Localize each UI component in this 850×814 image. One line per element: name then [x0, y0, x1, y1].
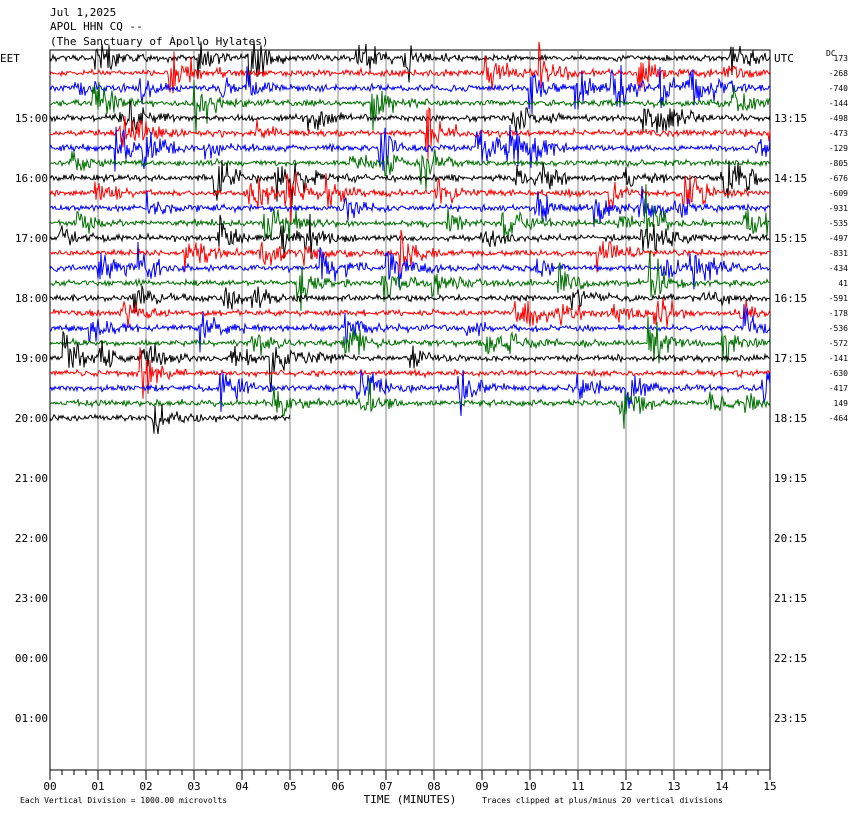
trace [49, 171, 771, 223]
x-axis-label: TIME (MINUTES) [364, 793, 457, 806]
dc-value: -497 [829, 234, 848, 243]
dc-value: 41 [838, 279, 848, 288]
trace [49, 186, 771, 227]
location: (The Sanctuary of Apollo Hylates) [50, 35, 269, 48]
dc-value: -591 [829, 294, 848, 303]
x-tick-label: 06 [331, 780, 344, 793]
right-time-label: 16:15 [774, 292, 807, 305]
dc-value: -831 [829, 249, 848, 258]
dc-value: -805 [829, 159, 848, 168]
left-time-label: 21:00 [15, 472, 48, 485]
trace [49, 159, 771, 205]
x-tick-label: 08 [427, 780, 440, 793]
trace [49, 370, 771, 417]
x-tick-label: 00 [43, 780, 56, 793]
x-tick-label: 01 [91, 780, 104, 793]
dc-value: -630 [829, 369, 848, 378]
dc-value: -931 [829, 204, 848, 213]
trace [49, 304, 771, 353]
x-tick-label: 03 [187, 780, 200, 793]
trace [49, 331, 771, 393]
x-tick-label: 15 [763, 780, 776, 793]
trace [49, 378, 771, 429]
right-time-label: 14:15 [774, 172, 807, 185]
right-time-label: 23:15 [774, 712, 807, 725]
right-time-label: 13:15 [774, 112, 807, 125]
right-time-label: 19:15 [774, 472, 807, 485]
dc-value: -178 [829, 309, 848, 318]
dc-value: -536 [829, 324, 848, 333]
x-tick-label: 11 [571, 780, 584, 793]
dc-value: 173 [834, 54, 849, 63]
trace [49, 250, 771, 311]
trace [49, 285, 771, 314]
dc-header: DC [826, 49, 836, 58]
left-time-label: 20:00 [15, 412, 48, 425]
dc-value: -434 [829, 264, 848, 273]
x-tick-label: 10 [523, 780, 536, 793]
right-time-label: 15:15 [774, 232, 807, 245]
right-time-label: 22:15 [774, 652, 807, 665]
trace [49, 297, 771, 328]
trace [49, 65, 771, 114]
dc-value: -464 [829, 414, 848, 423]
trace [49, 100, 771, 134]
left-time-label: 23:00 [15, 592, 48, 605]
x-tick-label: 09 [475, 780, 488, 793]
x-tick-label: 13 [667, 780, 680, 793]
dc-value: -572 [829, 339, 848, 348]
trace [49, 40, 771, 88]
right-time-label: 17:15 [774, 352, 807, 365]
left-time-label: 16:00 [15, 172, 48, 185]
plot-frame [49, 49, 771, 771]
right-time-label: UTC [774, 52, 794, 65]
clip-note: Traces clipped at plus/minus 20 vertical… [482, 796, 723, 805]
dc-value: -144 [829, 99, 848, 108]
left-time-label: 18:00 [15, 292, 48, 305]
left-time-label: 22:00 [15, 532, 48, 545]
x-tick-label: 04 [235, 780, 249, 793]
left-time-label: EET [0, 52, 20, 65]
dc-value: -473 [829, 129, 848, 138]
x-tick-label: 14 [715, 780, 729, 793]
trace [49, 80, 771, 134]
trace [49, 347, 771, 399]
right-time-label: 18:15 [774, 412, 807, 425]
dc-value: -141 [829, 354, 848, 363]
x-tick-label: 05 [283, 780, 296, 793]
dc-value: -498 [829, 114, 848, 123]
trace [49, 213, 771, 259]
left-time-label: 17:00 [15, 232, 48, 245]
x-tick-label: 07 [379, 780, 392, 793]
trace [49, 124, 771, 172]
left-time-label: 19:00 [15, 352, 48, 365]
trace [49, 106, 771, 159]
dc-value: -609 [829, 189, 848, 198]
dc-value: -268 [829, 69, 848, 78]
dc-value: -417 [829, 384, 848, 393]
scale-note: Each Vertical Division = 1000.00 microvo… [20, 796, 227, 805]
dc-value: -740 [829, 84, 848, 93]
dc-value: -129 [829, 144, 848, 153]
trace [49, 149, 771, 191]
dc-value: -535 [829, 219, 848, 228]
station: APOL HHN CQ -- [50, 20, 143, 33]
trace [49, 316, 771, 364]
x-tick-label: 12 [619, 780, 632, 793]
trace [49, 404, 291, 435]
dc-value: -676 [829, 174, 848, 183]
dc-value: 149 [834, 399, 849, 408]
right-time-label: 21:15 [774, 592, 807, 605]
left-time-label: 00:00 [15, 652, 48, 665]
right-time-label: 20:15 [774, 532, 807, 545]
x-tick-label: 02 [139, 780, 152, 793]
left-time-label: 15:00 [15, 112, 48, 125]
date: Jul 1,2025 [50, 6, 116, 19]
left-time-label: 01:00 [15, 712, 48, 725]
trace [49, 41, 771, 94]
trace [49, 184, 771, 242]
